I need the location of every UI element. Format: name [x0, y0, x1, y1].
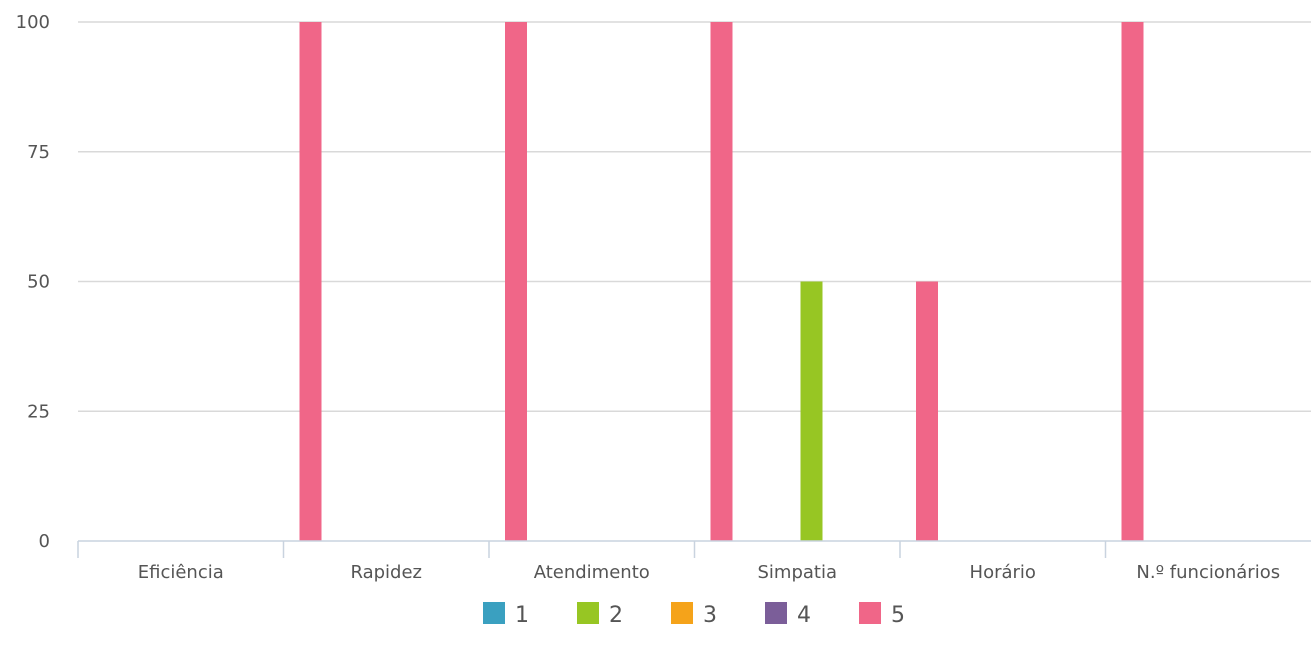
y-tick-label: 25 [27, 401, 50, 422]
legend-swatch [859, 602, 881, 624]
x-category-label: Horário [970, 562, 1036, 583]
legend-item-5[interactable]: 5 [859, 602, 905, 628]
bar-series-5-Atendimento [711, 22, 733, 541]
x-axis: Eficiência Rapidez Atendimento Simpatia Horá… [78, 541, 1311, 583]
bar-series-5-Horário [1122, 22, 1144, 541]
y-tick-label: 75 [27, 142, 50, 163]
bar-series-5-Eficiência [300, 22, 322, 541]
x-category-label: Eficiência [138, 562, 224, 583]
legend-label: 4 [797, 603, 811, 628]
legend: 1 2 3 4 5 [483, 602, 905, 628]
legend-item-4[interactable]: 4 [765, 602, 811, 628]
legend-swatch [765, 602, 787, 624]
legend-swatch [577, 602, 599, 624]
x-category-label: Simpatia [757, 562, 837, 583]
legend-label: 5 [891, 603, 905, 628]
x-category-label: Atendimento [534, 562, 650, 583]
legend-item-1[interactable]: 1 [483, 602, 529, 628]
legend-item-2[interactable]: 2 [577, 602, 623, 628]
legend-item-3[interactable]: 3 [671, 602, 717, 628]
legend-swatch [483, 602, 505, 624]
y-tick-label: 0 [39, 531, 50, 552]
legend-label: 2 [609, 603, 623, 628]
bar-series-5-Simpatia [916, 282, 938, 542]
legend-swatch [671, 602, 693, 624]
x-category-label: N.º funcionários [1136, 562, 1280, 583]
y-tick-label: 100 [16, 12, 50, 33]
y-tick-label: 50 [27, 272, 50, 293]
y-axis-ticks: 0 25 50 75 100 [16, 12, 50, 552]
legend-label: 3 [703, 603, 717, 628]
legend-label: 1 [515, 603, 529, 628]
x-category-label: Rapidez [350, 562, 422, 583]
bar-series-2-Simpatia [801, 282, 823, 542]
bar-series-5-Rapidez [505, 22, 527, 541]
